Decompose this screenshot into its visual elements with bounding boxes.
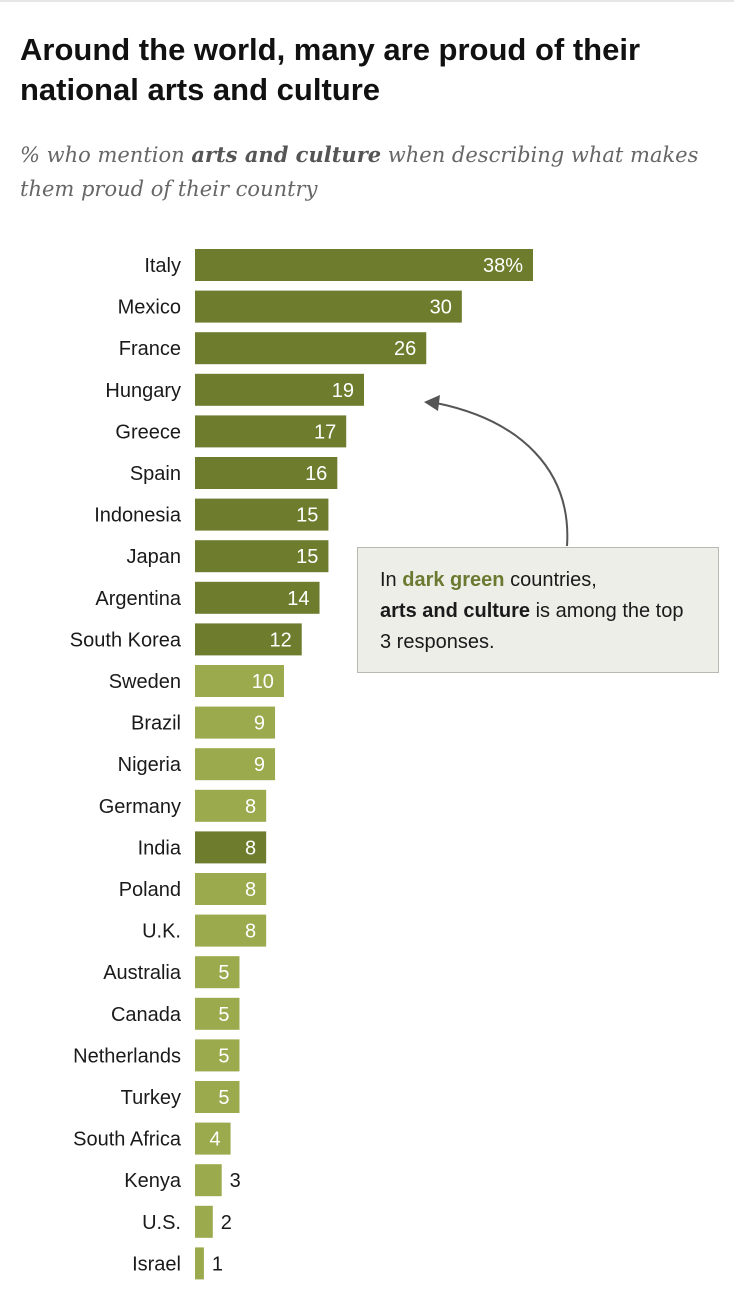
category-label: Kenya bbox=[124, 1170, 182, 1192]
category-label: South Africa bbox=[73, 1129, 182, 1151]
callout-text-3: is among the top 3 responses. bbox=[380, 600, 684, 653]
category-label: Germany bbox=[99, 796, 181, 818]
category-label: Greece bbox=[115, 421, 181, 443]
bar bbox=[195, 1122, 231, 1155]
bar bbox=[195, 789, 267, 822]
callout-box: In dark green countries, arts and culture… bbox=[357, 547, 719, 673]
chart-title: Around the world, many are proud of thei… bbox=[20, 32, 641, 107]
bar bbox=[195, 290, 462, 323]
value-label: 19 bbox=[332, 380, 354, 402]
bar bbox=[195, 831, 267, 864]
value-label: 4 bbox=[209, 1129, 220, 1151]
category-label: Poland bbox=[119, 879, 181, 901]
category-label: South Korea bbox=[70, 629, 182, 651]
value-label: 38% bbox=[483, 255, 523, 277]
value-label: 15 bbox=[296, 505, 318, 527]
top-rule bbox=[0, 0, 734, 2]
bar bbox=[195, 498, 329, 531]
value-label: 8 bbox=[245, 879, 256, 901]
value-label: 17 bbox=[314, 421, 336, 443]
category-label: Indonesia bbox=[94, 505, 182, 527]
subtitle-pre: % who mention bbox=[20, 143, 192, 167]
callout-text-1: In bbox=[380, 569, 403, 591]
value-label: 5 bbox=[218, 1087, 229, 1109]
value-label: 8 bbox=[245, 837, 256, 859]
bar bbox=[195, 332, 427, 365]
value-label: 30 bbox=[430, 297, 452, 319]
category-label: Australia bbox=[103, 962, 182, 984]
bar bbox=[195, 914, 267, 947]
bar bbox=[195, 373, 364, 406]
bar bbox=[195, 748, 276, 781]
bar bbox=[195, 873, 267, 905]
value-label: 12 bbox=[269, 629, 291, 651]
value-label: 26 bbox=[394, 338, 416, 360]
value-label: 3 bbox=[230, 1170, 241, 1192]
bar bbox=[195, 1247, 204, 1280]
value-label: 14 bbox=[287, 588, 309, 610]
bar bbox=[195, 457, 338, 489]
bar bbox=[195, 665, 284, 697]
value-label: 8 bbox=[245, 796, 256, 818]
bar bbox=[195, 1164, 222, 1197]
category-label: Italy bbox=[144, 255, 181, 277]
category-label: India bbox=[138, 837, 182, 859]
value-label: 5 bbox=[218, 962, 229, 984]
bar bbox=[195, 415, 347, 448]
category-label: Brazil bbox=[131, 713, 181, 735]
bar bbox=[195, 956, 240, 989]
category-label: Nigeria bbox=[118, 754, 182, 776]
category-label: Hungary bbox=[105, 380, 181, 402]
bar bbox=[195, 623, 302, 656]
value-label: 10 bbox=[252, 671, 274, 693]
bar bbox=[195, 249, 533, 281]
category-label: Canada bbox=[111, 1004, 182, 1026]
value-label: 5 bbox=[218, 1045, 229, 1067]
value-label: 1 bbox=[212, 1253, 223, 1275]
category-label: Sweden bbox=[109, 671, 181, 693]
category-label: U.K. bbox=[142, 921, 181, 943]
value-label: 8 bbox=[245, 921, 256, 943]
bar bbox=[195, 997, 240, 1030]
category-label: Spain bbox=[130, 463, 181, 485]
value-label: 16 bbox=[305, 463, 327, 485]
category-label: Argentina bbox=[95, 588, 181, 610]
subtitle-post: when describing what makes them proud of… bbox=[20, 143, 699, 201]
callout-text-2: countries, bbox=[504, 569, 597, 591]
bar bbox=[195, 581, 320, 614]
category-label: Israel bbox=[132, 1253, 181, 1275]
value-label: 2 bbox=[221, 1212, 232, 1234]
bar bbox=[195, 1081, 240, 1113]
value-label: 5 bbox=[218, 1004, 229, 1026]
callout-dark-green: dark green bbox=[402, 569, 505, 591]
category-label: France bbox=[119, 338, 181, 360]
value-label: 9 bbox=[254, 754, 265, 776]
bar bbox=[195, 540, 329, 573]
category-label: Japan bbox=[127, 546, 182, 568]
chart-subtitle: % who mention arts and culture when desc… bbox=[20, 138, 720, 206]
subtitle-bold: arts and culture bbox=[191, 142, 382, 167]
category-label: Netherlands bbox=[73, 1045, 181, 1067]
category-label: U.S. bbox=[142, 1212, 181, 1234]
category-label: Mexico bbox=[118, 297, 181, 319]
bar bbox=[195, 1205, 213, 1238]
bar bbox=[195, 706, 276, 739]
bar bbox=[195, 1039, 240, 1072]
category-label: Turkey bbox=[121, 1087, 181, 1109]
callout-bold: arts and culture bbox=[380, 600, 531, 622]
value-label: 9 bbox=[254, 713, 265, 735]
value-label: 15 bbox=[296, 546, 318, 568]
